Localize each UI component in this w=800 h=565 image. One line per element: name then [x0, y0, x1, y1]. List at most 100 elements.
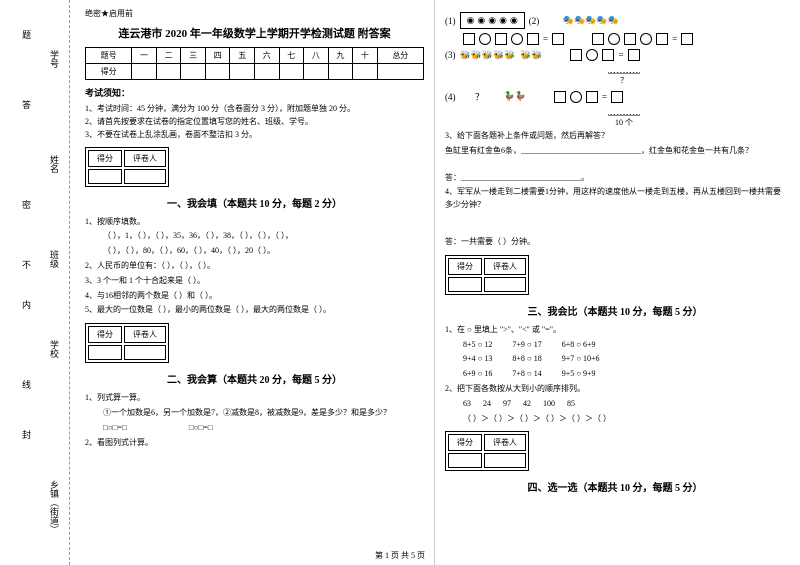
exam-title: 连云港市 2020 年一年级数学上学期开学检测试题 附答案: [85, 25, 424, 41]
seal-char: 答: [20, 100, 33, 109]
binding-sidebar: 学号 姓名 班级 学校 乡镇（街道） 题 答 不 内 线 封 密: [0, 0, 70, 565]
seal-char: 线: [20, 380, 33, 389]
q: 2、把下面各数按从大到小的顺序排列。: [445, 383, 785, 396]
th: 题号: [86, 48, 132, 64]
th: 五: [230, 48, 255, 64]
pic-q4: (4) ？ 🦆🦆 =: [445, 90, 785, 103]
num: (1): [445, 16, 456, 26]
notice-list: 1、考试时间：45 分钟，满分为 100 分（含卷面分 3 分），附加题单独 2…: [85, 103, 424, 141]
grade-box: 得分评卷人: [445, 431, 529, 471]
seal-char: 内: [20, 300, 33, 309]
gb: 评卷人: [484, 434, 526, 451]
q: 1、按顺序填数。: [85, 216, 424, 229]
q: 1、列式算一算。: [85, 392, 424, 405]
mask-group-icon: 🎭🎭🎭🎭🎭: [563, 15, 619, 26]
q: 2、人民币的单位有：（ ），（ ），（ ）。: [85, 260, 424, 273]
num: (3): [445, 50, 456, 60]
gb: 得分: [448, 258, 482, 275]
q: 1、在 ○ 里填上 ">"、"<" 或 "="。: [445, 324, 785, 337]
section-2-title: 二、我会算（本题共 20 分，每题 5 分）: [85, 371, 424, 386]
label-town: 乡镇（街道）: [48, 480, 61, 534]
th: 四: [205, 48, 230, 64]
num: (2): [529, 16, 559, 26]
q: 8+5 ○ 12 7+9 ○ 17 6+8 ○ 6+9: [445, 339, 785, 352]
q: 2、看图列式计算。: [85, 437, 424, 450]
q: 6+9 ○ 16 7+8 ○ 14 9+5 ○ 9+9: [445, 368, 785, 381]
gb: 评卷人: [484, 258, 526, 275]
qmark: ？: [460, 90, 500, 103]
circle-icon: [479, 33, 491, 45]
box-icon: [570, 49, 582, 61]
gb: 得分: [88, 326, 122, 343]
grade-box: 得分评卷人: [85, 147, 169, 187]
q: 答：一共需要（ ）分钟。: [445, 236, 785, 249]
pic-q1: (1) ◉◉◉◉◉ (2) 🎭🎭🎭🎭🎭: [445, 12, 785, 29]
seal-char: 密: [20, 200, 33, 209]
score-table: 题号 一 二 三 四 五 六 七 八 九 十 总分 得分: [85, 47, 424, 80]
gb: 得分: [448, 434, 482, 451]
q: 5、最大的一位数是（ ），最小的两位数是（ ），最大的两位数是（ ）。: [85, 304, 424, 317]
q: （ ）＞（ ）＞（ ）＞（ ）＞（ ）＞（ ）: [445, 413, 785, 426]
grade-box: 得分评卷人: [85, 323, 169, 363]
camera-group-icon: ◉◉◉◉◉: [460, 12, 525, 29]
notice-head: 考试须知：: [85, 86, 424, 99]
page-footer: 第 1 页 共 5 页: [0, 550, 800, 561]
gb: 得分: [88, 150, 122, 167]
grade-box: 得分评卷人: [445, 255, 529, 295]
box-icon: [554, 91, 566, 103]
q: （ ），（ ），80，（ ），60，（ ），40，（ ），20（ ）。: [85, 245, 424, 258]
circle-icon: [570, 91, 582, 103]
label-class: 班级: [48, 250, 61, 268]
th: 六: [254, 48, 279, 64]
eq-row: = =: [445, 33, 785, 45]
q: ①一个加数是6，另一个加数是7，②减数是8，被减数是9，差是多少？和是多少？: [85, 407, 424, 420]
circle-icon: [586, 49, 598, 61]
ten-label: 10 个: [445, 117, 785, 128]
label-school: 学校: [48, 340, 61, 358]
box-icon: [463, 33, 475, 45]
section-1-title: 一、我会填（本题共 10 分，每题 2 分）: [85, 195, 424, 210]
th: 三: [181, 48, 206, 64]
seal-char: 封: [20, 430, 33, 439]
notice-item: 3、不要在试卷上乱涂乱画，卷面不整洁扣 3 分。: [85, 129, 424, 140]
duck-group-icon: 🦆🦆: [504, 91, 526, 102]
pic-q3: (3) 🐝🐝🐝🐝🐝 🐝🐝 =: [445, 49, 785, 61]
right-column: (1) ◉◉◉◉◉ (2) 🎭🎭🎭🎭🎭 = = (3) 🐝🐝🐝🐝🐝 🐝🐝 = ⎵…: [435, 0, 795, 565]
q: 4、军军从一楼走到二楼需要1分钟，用这样的速度他从一楼走到五楼，再从五楼回到一楼…: [445, 186, 785, 212]
brace: ⎵⎵⎵⎵⎵⎵⎵⎵⎵⎵: [445, 65, 785, 75]
bee-group-icon: 🐝🐝🐝🐝🐝 🐝🐝: [460, 50, 543, 61]
th: 九: [328, 48, 353, 64]
gb: 评卷人: [124, 150, 166, 167]
th: 一: [132, 48, 157, 64]
notice-item: 1、考试时间：45 分钟，满分为 100 分（含卷面分 3 分），附加题单独 2…: [85, 103, 424, 114]
section-4-title: 四、选一选（本题共 10 分，每题 5 分）: [445, 479, 785, 494]
q: 3、3 个一和 1 个十合起来是（ ）。: [85, 275, 424, 288]
q: 答：______________________________。: [445, 172, 785, 185]
qmark: ？: [445, 75, 785, 86]
seal-char: 不: [20, 260, 33, 269]
confidential-note: 绝密★启用前: [85, 8, 424, 19]
q: 3、给下面各题补上条件或问题，然后再解答？: [445, 130, 785, 143]
th: 二: [156, 48, 181, 64]
camera-icon: ◉: [467, 15, 475, 26]
th: 总分: [377, 48, 423, 64]
brace: ⎵⎵⎵⎵⎵⎵⎵⎵⎵⎵: [445, 107, 785, 117]
label-name: 姓名: [48, 155, 61, 173]
q: 鱼缸里有红金鱼6条，______________________________…: [445, 145, 785, 158]
page-content: 绝密★启用前 连云港市 2020 年一年级数学上学期开学检测试题 附答案 题号 …: [75, 0, 795, 565]
q: （ ），1，（ ），（ ），35，36，（ ），38，（ ），（ ），（ ），: [85, 230, 424, 243]
th: 十: [353, 48, 378, 64]
q: 4、与16相邻的两个数是（ ）和（ ）。: [85, 290, 424, 303]
gb: 评卷人: [124, 326, 166, 343]
q: 9+4 ○ 13 8+8 ○ 18 9+7 ○ 10+6: [445, 353, 785, 366]
q: 63 24 97 42 100 85: [445, 398, 785, 411]
q: □○□=□ □○□=□: [85, 422, 424, 435]
th: 七: [279, 48, 304, 64]
th: 八: [304, 48, 329, 64]
td: 得分: [86, 64, 132, 80]
seal-char: 题: [20, 30, 33, 39]
section-3-title: 三、我会比（本题共 10 分，每题 5 分）: [445, 303, 785, 318]
label-id: 学号: [48, 50, 61, 68]
notice-item: 2、请首先按要求在试卷的指定位置填写您的姓名、班级、学号。: [85, 116, 424, 127]
left-column: 绝密★启用前 连云港市 2020 年一年级数学上学期开学检测试题 附答案 题号 …: [75, 0, 435, 565]
